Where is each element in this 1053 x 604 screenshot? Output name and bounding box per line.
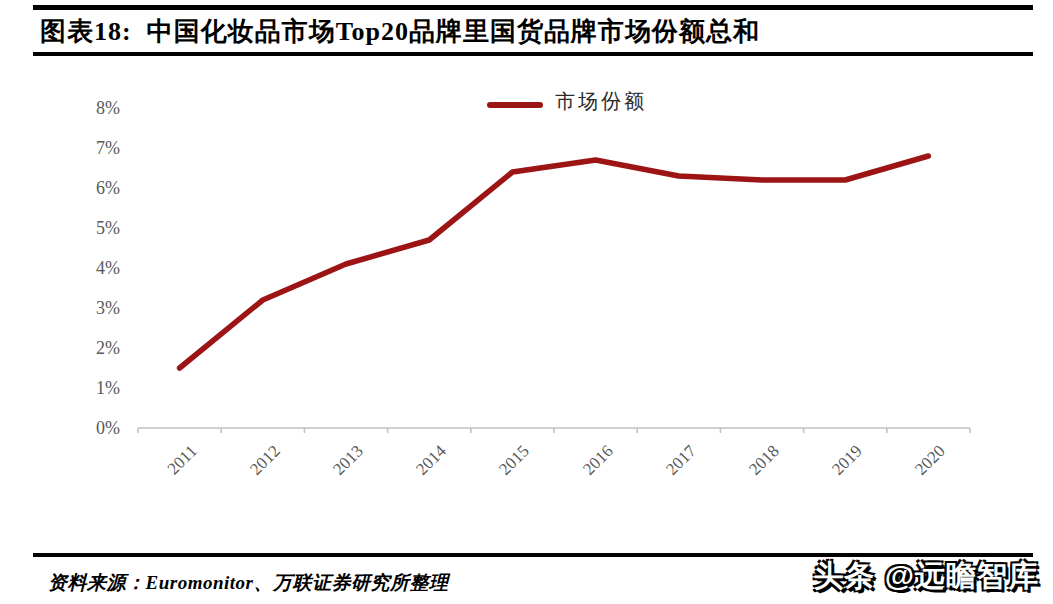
y-tick-label: 8% [58,97,120,119]
legend-line-swatch [487,102,543,108]
y-tick-label: 1% [58,377,120,399]
source-note: 资料来源：Euromonitor、万联证券研究所整理 [48,570,448,596]
y-tick-label: 5% [58,217,120,239]
watermark: 头条 @远瞻智库 [813,556,1039,597]
legend: 市场份额 [487,88,647,115]
series-line-市场份额 [180,156,929,368]
y-tick-label: 7% [58,137,120,159]
y-tick-label: 6% [58,177,120,199]
report-chart-page: 图表18: 中国化妆品市场Top20品牌里国货品牌市场份额总和 0%1%2%3%… [0,0,1053,604]
legend-label: 市场份额 [555,88,647,115]
y-tick-label: 4% [58,257,120,279]
y-tick-label: 3% [58,297,120,319]
y-tick-label: 2% [58,337,120,359]
y-tick-label: 0% [58,417,120,439]
